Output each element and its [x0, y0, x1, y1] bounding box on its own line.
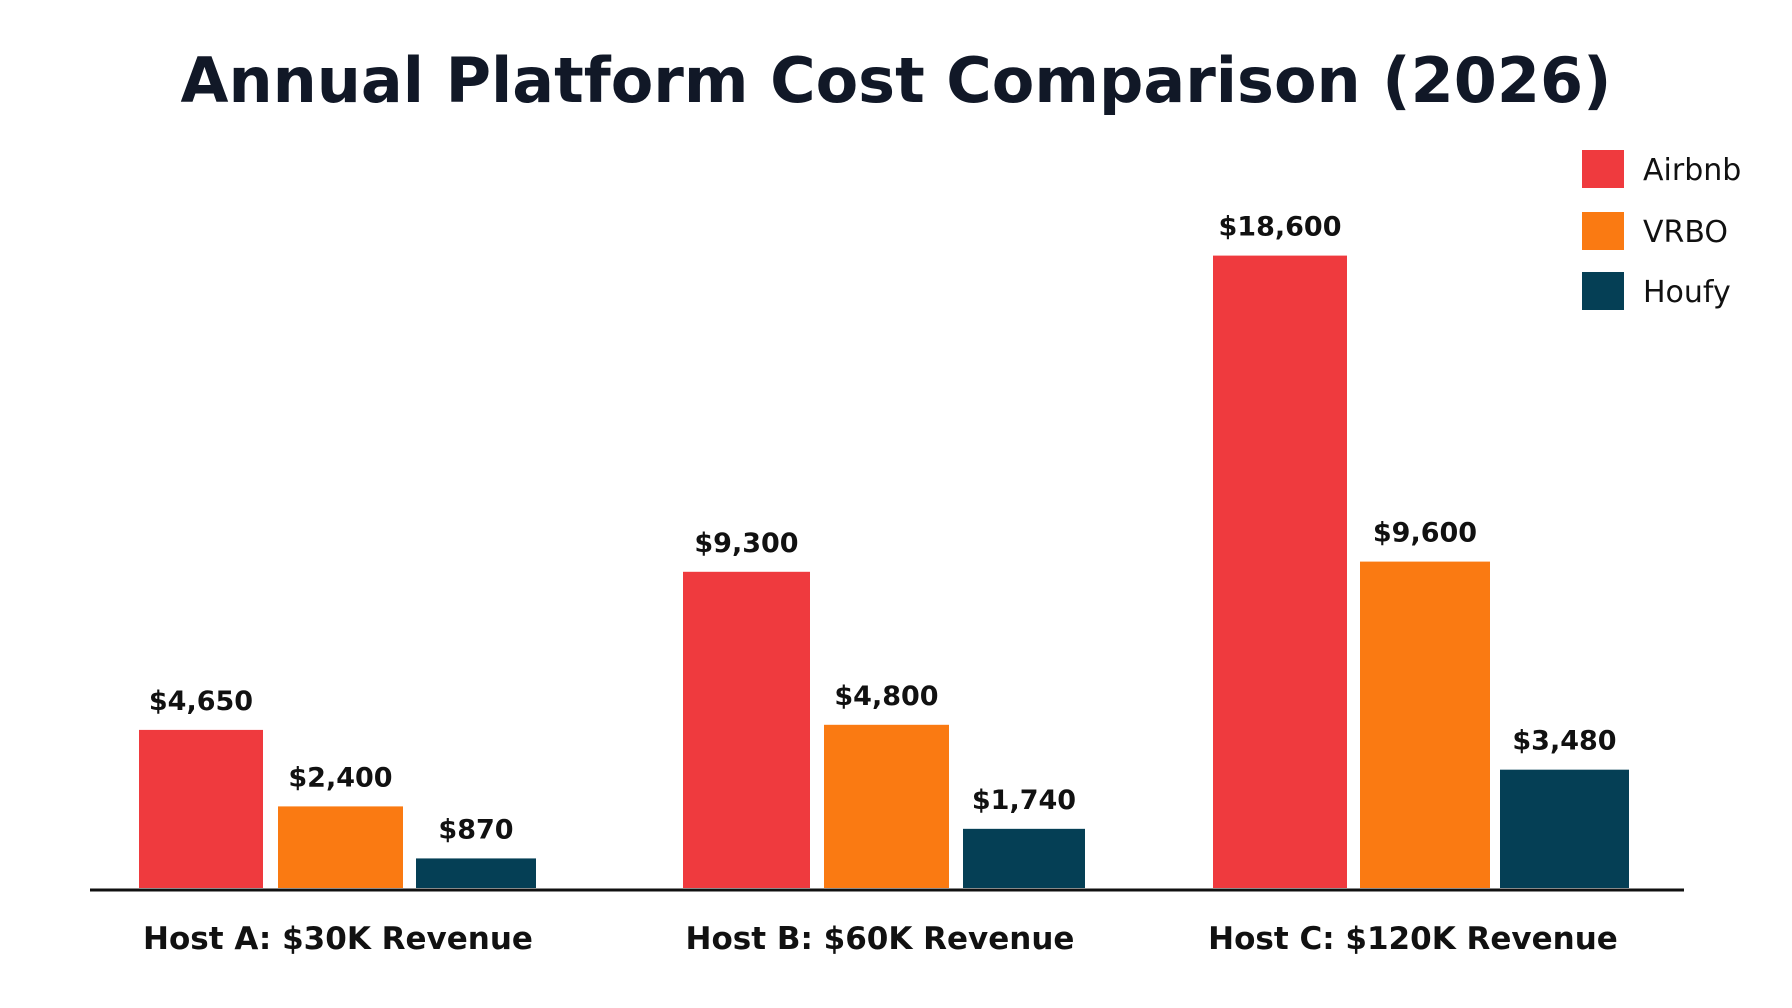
value-label-airbnb-1: $4,650: [149, 686, 253, 717]
value-label-airbnb-3: $18,600: [1219, 212, 1342, 243]
legend-swatch-houfy: [1582, 272, 1624, 310]
value-label-houfy-3: $3,480: [1512, 726, 1616, 757]
category-label-3: Host C: $120K Revenue: [1208, 921, 1618, 957]
chart-title: Annual Platform Cost Comparison (2026): [181, 44, 1612, 117]
bar-airbnb-1: [139, 729, 263, 888]
value-label-vrbo-3: $9,600: [1373, 518, 1477, 549]
bar-vrbo-2: [824, 724, 949, 888]
value-label-houfy-2: $1,740: [972, 785, 1076, 816]
legend-label-houfy: Houfy: [1643, 275, 1731, 310]
category-label-1: Host A: $30K Revenue: [143, 921, 533, 957]
value-label-airbnb-2: $9,300: [694, 528, 798, 559]
bar-airbnb-2: [683, 571, 810, 888]
value-label-vrbo-1: $2,400: [288, 762, 392, 793]
value-label-houfy-1: $870: [438, 814, 513, 845]
bar-vrbo-1: [278, 806, 403, 888]
legend-label-vrbo: VRBO: [1643, 215, 1728, 250]
bar-houfy-1: [416, 858, 536, 888]
value-label-vrbo-2: $4,800: [834, 681, 938, 712]
legend-swatch-vrbo: [1582, 212, 1624, 250]
legend-label-airbnb: Airbnb: [1643, 153, 1741, 188]
category-labels-group: Host A: $30K Revenue Host B: $60K Revenue…: [143, 921, 1618, 957]
bar-houfy-3: [1500, 769, 1629, 888]
value-labels-group: $4,650 $2,400 $870 $9,300 $4,800 $1,740 $18,60…: [149, 212, 1617, 846]
category-label-2: Host B: $60K Revenue: [686, 921, 1075, 957]
bar-houfy-2: [963, 828, 1085, 888]
bar-airbnb-3: [1213, 255, 1347, 889]
bar-vrbo-3: [1360, 561, 1490, 888]
bars-group: [139, 255, 1629, 889]
legend: Airbnb VRBO Houfy: [1582, 150, 1741, 310]
legend-swatch-airbnb: [1582, 150, 1624, 188]
